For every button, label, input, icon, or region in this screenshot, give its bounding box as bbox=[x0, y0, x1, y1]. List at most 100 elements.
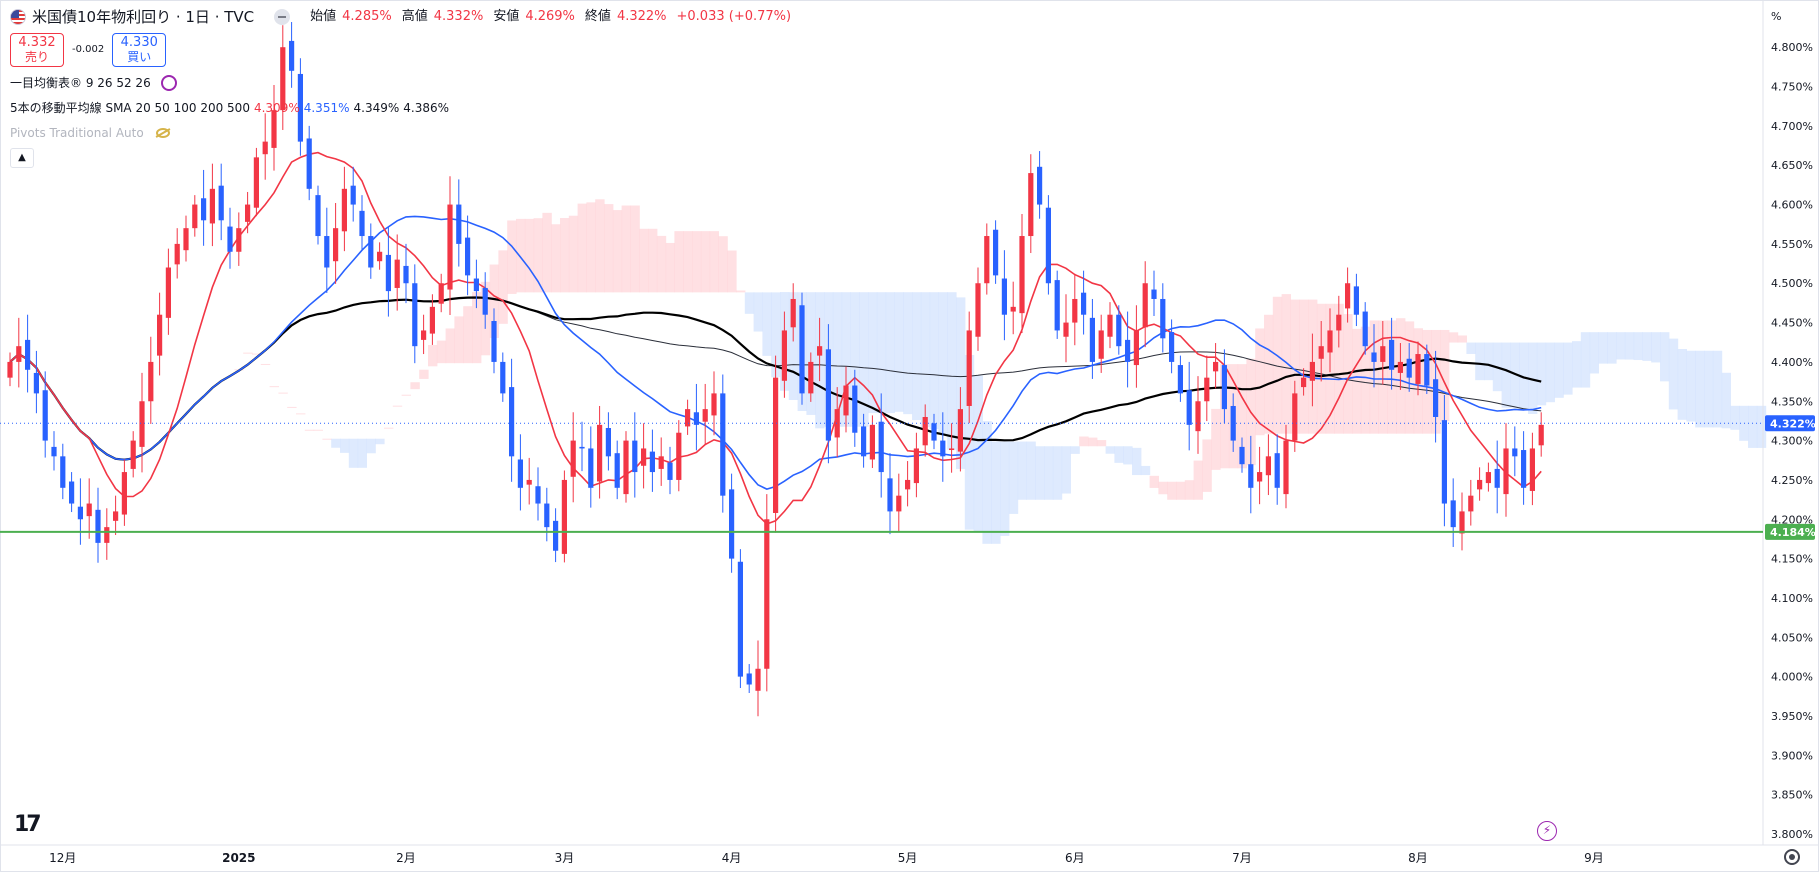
candle-body bbox=[262, 141, 268, 155]
candle bbox=[1265, 434, 1271, 496]
cloud-segment bbox=[1264, 314, 1274, 434]
candle-body bbox=[1107, 314, 1113, 337]
cloud-segment bbox=[401, 394, 411, 396]
cloud-segment bbox=[243, 352, 253, 354]
candle bbox=[1327, 308, 1333, 373]
minimize-icon[interactable] bbox=[274, 9, 291, 25]
candle bbox=[1248, 435, 1254, 514]
candle bbox=[113, 495, 119, 536]
cloud-segment bbox=[1167, 481, 1177, 500]
candle bbox=[1239, 437, 1245, 473]
cloud-segment bbox=[375, 438, 385, 445]
candle bbox=[1283, 424, 1289, 509]
candle-body bbox=[667, 462, 673, 480]
candle-body bbox=[1265, 456, 1271, 476]
candle bbox=[861, 413, 867, 468]
candle bbox=[764, 494, 770, 692]
candle-body bbox=[1169, 332, 1175, 362]
indicator-ichimoku[interactable]: 一目均衡表® 9 26 52 26 bbox=[10, 74, 795, 92]
price-tick-label: 4.250% bbox=[1771, 474, 1813, 487]
candle bbox=[174, 228, 180, 279]
candle-body bbox=[1292, 393, 1298, 441]
candle bbox=[42, 371, 48, 458]
candle bbox=[825, 324, 831, 464]
cloud-segment bbox=[1624, 332, 1635, 360]
candle bbox=[808, 352, 814, 402]
cloud-segment bbox=[1607, 332, 1617, 364]
candle bbox=[403, 243, 409, 304]
cloud-segment bbox=[709, 231, 719, 293]
candle-body bbox=[209, 188, 215, 224]
cloud-segment bbox=[1255, 328, 1265, 436]
cloud-segment bbox=[771, 292, 781, 378]
candle bbox=[77, 478, 83, 545]
candle bbox=[1477, 467, 1483, 501]
candle-body bbox=[1195, 401, 1201, 432]
candle-body bbox=[1389, 339, 1395, 370]
candle-body bbox=[1301, 377, 1307, 388]
chevron-up-icon[interactable]: ▲ bbox=[10, 148, 34, 168]
refresh-icon[interactable] bbox=[160, 75, 177, 91]
cloud-segment bbox=[621, 205, 631, 293]
cloud-segment bbox=[1184, 480, 1195, 500]
price-tick-label: 4.100% bbox=[1771, 592, 1813, 605]
candle bbox=[746, 664, 752, 693]
candle bbox=[1292, 380, 1298, 452]
candle bbox=[157, 292, 163, 376]
price-tick-label: 4.800% bbox=[1771, 41, 1813, 54]
candle-body bbox=[447, 204, 453, 290]
candlesticks[interactable] bbox=[7, 22, 1544, 717]
cloud-segment bbox=[1484, 342, 1494, 381]
cloud-segment bbox=[1044, 446, 1054, 500]
candle bbox=[720, 374, 726, 513]
tradingview-logo-icon[interactable]: 17 bbox=[14, 812, 42, 837]
indicator-pivots[interactable]: Pivots Traditional Auto bbox=[10, 124, 795, 142]
price-axis[interactable]: 4.800% 4.750% 4.700% 4.650% 4.600% 4.550% 4.50… bbox=[1765, 41, 1816, 841]
indicator-sma[interactable]: 5本の移動平均線 SMA 20 50 100 200 500 4.309% 4.… bbox=[10, 99, 795, 117]
candle bbox=[209, 163, 215, 247]
candle bbox=[1318, 321, 1324, 382]
candle-body bbox=[482, 287, 488, 315]
candle bbox=[905, 461, 911, 507]
candle-body bbox=[526, 479, 532, 485]
chart-legend: 米国債10年物利回り · 1日 · TVC 始値 4.285% 高値 4.332% … bbox=[10, 8, 795, 168]
candle-body bbox=[1477, 479, 1483, 490]
candle-body bbox=[957, 409, 963, 452]
candle bbox=[130, 431, 136, 478]
candle bbox=[245, 191, 251, 234]
candle bbox=[253, 147, 259, 217]
cloud-segment bbox=[956, 297, 966, 469]
candle bbox=[1441, 394, 1447, 527]
candle bbox=[1001, 250, 1007, 341]
candle bbox=[614, 440, 620, 500]
lightning-icon[interactable]: ⚡ bbox=[1537, 821, 1557, 841]
cloud-segment bbox=[947, 292, 957, 450]
gear-icon[interactable] bbox=[1784, 849, 1800, 865]
cloud-segment bbox=[1739, 405, 1749, 441]
candle bbox=[227, 207, 233, 269]
symbol-title[interactable]: 米国債10年物利回り · 1日 · TVC bbox=[32, 8, 255, 26]
candle bbox=[385, 226, 391, 317]
eye-off-icon[interactable] bbox=[155, 128, 170, 138]
pivots-label: Pivots Traditional Auto bbox=[10, 126, 144, 140]
cloud-segment bbox=[991, 441, 1001, 544]
candle bbox=[1072, 273, 1078, 346]
candle-body bbox=[421, 330, 427, 340]
candle bbox=[526, 457, 532, 505]
buy-button[interactable]: 4.330 買い bbox=[112, 33, 167, 67]
candle-body bbox=[649, 451, 655, 473]
candle bbox=[1380, 321, 1386, 385]
time-axis[interactable]: 12月 2025 2月 3月 4月 5月 6月 7月 8月 9月 bbox=[49, 851, 1604, 865]
candle bbox=[729, 473, 735, 573]
ichimoku-label: 一目均衡表® 9 26 52 26 bbox=[10, 76, 151, 90]
candle bbox=[993, 220, 999, 284]
candle bbox=[183, 215, 189, 262]
time-tick-label: 8月 bbox=[1408, 851, 1428, 865]
candle bbox=[482, 272, 488, 329]
sell-button[interactable]: 4.332 売り bbox=[10, 33, 64, 67]
candle-body bbox=[465, 237, 471, 276]
candle bbox=[1019, 214, 1025, 333]
candle-body bbox=[993, 229, 999, 276]
candle bbox=[324, 207, 330, 293]
